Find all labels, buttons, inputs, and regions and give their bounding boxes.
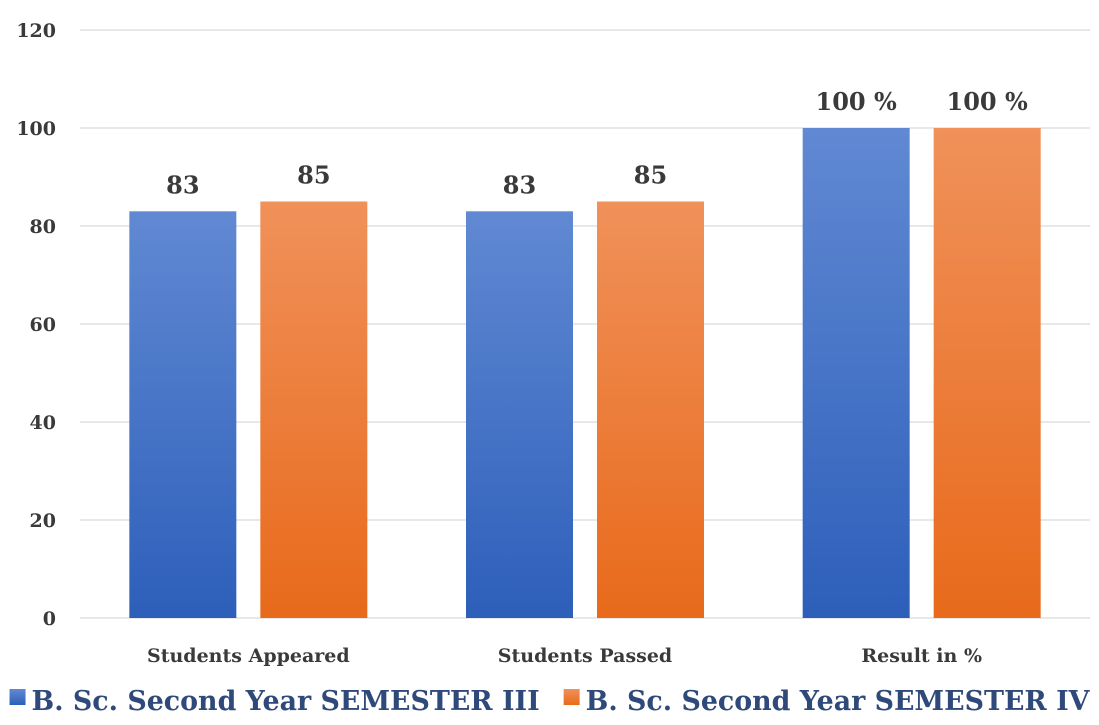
gridlines	[80, 29, 1090, 619]
y-axis-ticks: 0 20 40 60 80 100 120	[16, 20, 56, 630]
legend-label: B. Sc. Second Year SEMESTER IV	[586, 686, 1091, 717]
bar-semester-iii	[802, 128, 910, 618]
legend-swatch	[563, 689, 580, 705]
y-tick-label: 100	[16, 118, 56, 140]
category-label: Result in %	[861, 645, 982, 667]
category-label: Students Appeared	[147, 645, 350, 667]
category-labels: Students Appeared Students Passed Result i…	[147, 645, 982, 667]
bar-semester-iv	[597, 201, 704, 618]
bar-semester-iii	[129, 211, 237, 619]
data-label: 100 %	[816, 87, 897, 116]
data-labels: 83 85 83 85 100 % 100 %	[166, 87, 1028, 199]
y-tick-label: 20	[30, 510, 56, 532]
legend-item: B. Sc. Second Year SEMESTER III	[9, 686, 540, 717]
legend-label: B. Sc. Second Year SEMESTER III	[32, 686, 540, 717]
data-label: 83	[503, 170, 536, 199]
y-tick-label: 120	[16, 20, 56, 42]
legend-swatch	[9, 689, 26, 705]
bar-semester-iv	[933, 128, 1041, 618]
y-tick-label: 0	[43, 608, 56, 630]
data-label: 83	[166, 170, 199, 199]
data-label: 100 %	[947, 87, 1028, 116]
legend-item: B. Sc. Second Year SEMESTER IV	[563, 686, 1091, 717]
data-label: 85	[634, 161, 667, 190]
category-label: Students Passed	[498, 645, 672, 667]
legend: B. Sc. Second Year SEMESTER III B. Sc. Se…	[9, 686, 1091, 717]
bars	[129, 128, 1041, 619]
y-tick-label: 40	[30, 412, 56, 434]
bar-semester-iii	[466, 211, 573, 619]
y-tick-label: 80	[30, 216, 56, 238]
y-tick-label: 60	[30, 314, 56, 336]
bar-semester-iv	[260, 201, 368, 618]
data-label: 85	[297, 161, 330, 190]
